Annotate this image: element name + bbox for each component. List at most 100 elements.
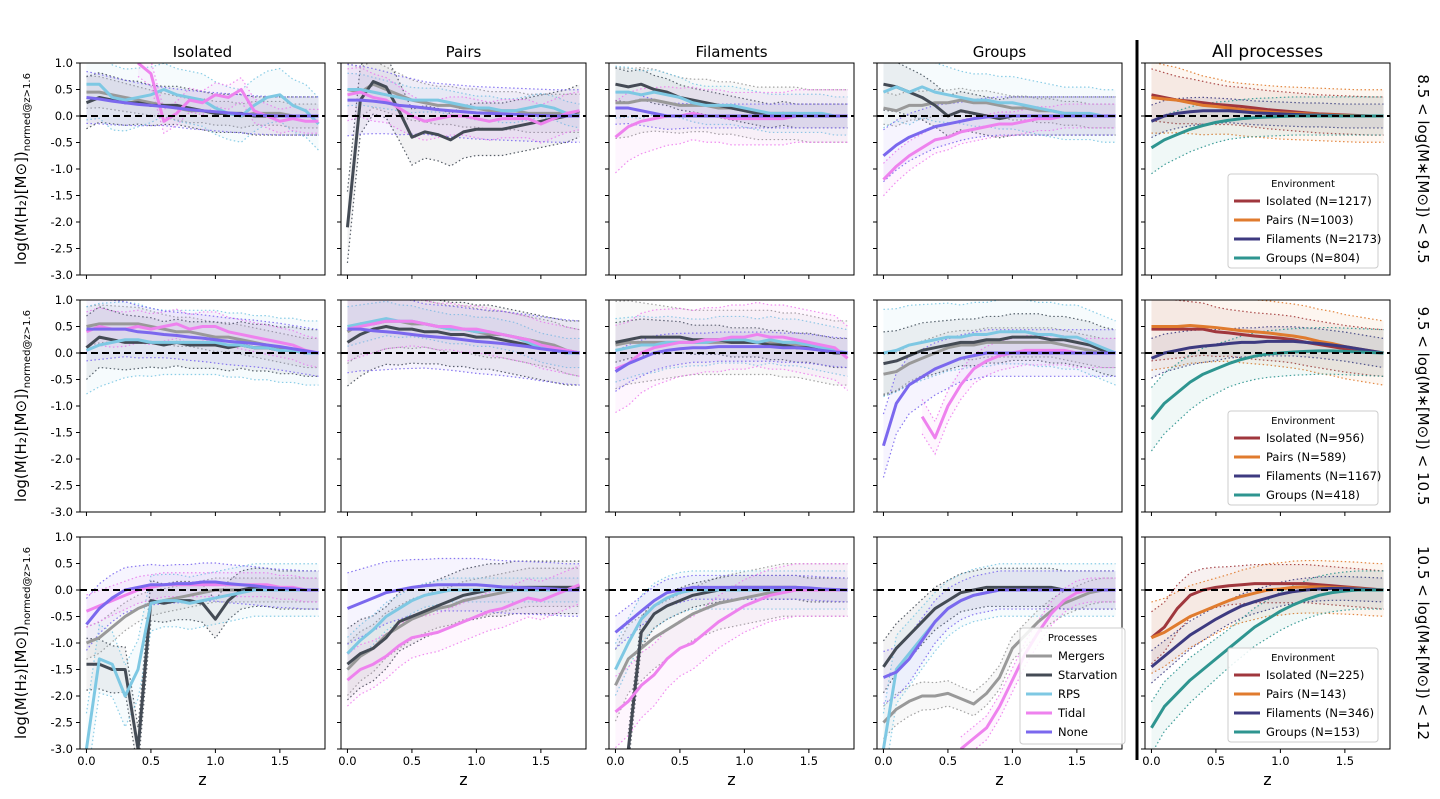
column-title: Groups — [973, 43, 1027, 61]
band-upper-dotted — [934, 63, 1116, 91]
band-upper-dotted — [896, 63, 1116, 101]
band-lower-dotted — [1151, 612, 1384, 674]
x-axis-label: z — [727, 770, 735, 789]
error-band — [615, 300, 848, 389]
panel: 0.0 0.5 1.0 1.5 z — [605, 536, 855, 789]
x-tick-label: 0.0 — [77, 754, 95, 768]
panel: 0.0 0.5 1.0 1.5 z — [337, 536, 587, 789]
row-label: 10.5 < log(M∗[M⊙]) < 12 — [1414, 546, 1432, 740]
band-upper-dotted — [1151, 96, 1384, 123]
error-band — [347, 300, 580, 377]
y-axis-label: log(M(H₂)[M⊙])normed@z>1.6 — [12, 73, 33, 265]
band-lower-dotted — [883, 127, 1116, 197]
y-tick-label: -2.0 — [51, 215, 73, 229]
legend-label: Isolated (N=225) — [1266, 668, 1364, 682]
processes-legend: Processes Mergers Starvation RPS Tidal None — [1019, 627, 1126, 745]
y-tick-label: 0.0 — [55, 346, 73, 360]
x-tick-label: 1.0 — [1271, 754, 1289, 768]
legend-box — [1227, 647, 1379, 743]
series-line — [86, 82, 320, 125]
x-tick-label: 0.0 — [874, 754, 892, 768]
plot-area — [877, 563, 1122, 749]
series-line — [615, 338, 848, 355]
plot-area — [609, 300, 854, 414]
band-lower-dotted — [86, 107, 319, 129]
series-line — [614, 585, 848, 634]
x-tick-label: 0.5 — [142, 754, 160, 768]
band-upper-dotted — [86, 72, 319, 98]
column-title: Filaments — [695, 43, 767, 61]
error-band — [883, 104, 1116, 196]
plot-area — [341, 300, 586, 387]
band-upper-dotted — [86, 567, 319, 728]
band-upper-dotted — [883, 103, 1116, 164]
band-lower-dotted — [1151, 355, 1384, 379]
x-tick-label: 1.5 — [1068, 754, 1086, 768]
x-tick-label: 0.5 — [671, 754, 689, 768]
band-lower-dotted — [86, 356, 319, 377]
band-lower-dotted — [347, 603, 580, 707]
series-line — [86, 327, 319, 355]
x-tick-label: 1.5 — [532, 754, 550, 768]
band-upper-dotted — [347, 560, 580, 630]
legend-label: Filaments (N=2173) — [1266, 232, 1381, 246]
panel — [873, 299, 1123, 516]
band-upper-dotted — [86, 572, 319, 596]
legend-title: Environment — [1271, 653, 1335, 664]
legend-label: Pairs (N=1003) — [1266, 213, 1354, 227]
series-line — [1150, 349, 1384, 421]
band-lower-dotted — [347, 605, 580, 696]
legend-title: Environment — [1271, 416, 1335, 427]
band-lower-dotted — [86, 601, 319, 660]
y-tick-label: -1.5 — [51, 189, 73, 203]
error-band — [615, 91, 848, 130]
y-tick-label: -2.5 — [51, 716, 73, 730]
band-lower-dotted — [1151, 122, 1384, 139]
error-band — [1151, 327, 1384, 451]
series-line — [883, 330, 1117, 355]
legend-label: Isolated (N=956) — [1266, 431, 1364, 445]
y-tick-label: -0.5 — [51, 610, 73, 624]
band-lower-dotted — [615, 114, 848, 136]
plot-area — [877, 300, 1122, 478]
error-band — [615, 302, 848, 413]
legend-label: Groups (N=153) — [1266, 725, 1360, 739]
band-lower-dotted — [615, 615, 848, 749]
band-lower-dotted — [883, 359, 1116, 396]
y-tick-label: 0.0 — [55, 583, 73, 597]
legend-label: Groups (N=418) — [1266, 488, 1360, 502]
panel — [337, 62, 587, 279]
x-axis-label: z — [459, 770, 467, 789]
plot-area — [1145, 559, 1390, 749]
y-axis-label: log(M(H₂)[M⊙])normed@z>1.6 — [12, 310, 33, 502]
plot-area — [341, 63, 586, 264]
series-line — [883, 335, 1116, 366]
x-tick-label: 1.5 — [800, 754, 818, 768]
band-lower-dotted — [86, 339, 319, 369]
panel — [337, 299, 587, 516]
x-tick-label: 0.0 — [1142, 754, 1160, 768]
series-line — [882, 85, 1116, 118]
error-band — [86, 304, 319, 368]
band-upper-dotted — [86, 304, 319, 340]
band-upper-dotted — [86, 75, 319, 105]
series-line — [614, 332, 849, 371]
y-tick-label: -1.5 — [51, 663, 73, 677]
series-line — [346, 583, 581, 682]
band-upper-dotted — [86, 577, 319, 628]
band-upper-dotted — [615, 66, 848, 91]
legend-label: Tidal — [1057, 706, 1085, 720]
panel — [605, 62, 855, 279]
x-tick-label: 1.5 — [271, 754, 289, 768]
band-upper-dotted — [1169, 300, 1384, 331]
legend-label: Filaments (N=1167) — [1266, 469, 1381, 483]
band-upper-dotted — [1151, 96, 1384, 106]
band-lower-dotted — [615, 130, 848, 143]
error-band — [922, 335, 1116, 455]
band-lower-dotted — [86, 365, 319, 380]
band-upper-dotted — [615, 331, 848, 353]
plot-area — [80, 300, 325, 395]
band-upper-dotted — [109, 63, 319, 99]
band-lower-dotted — [615, 138, 848, 174]
band-lower-dotted — [883, 134, 1116, 183]
